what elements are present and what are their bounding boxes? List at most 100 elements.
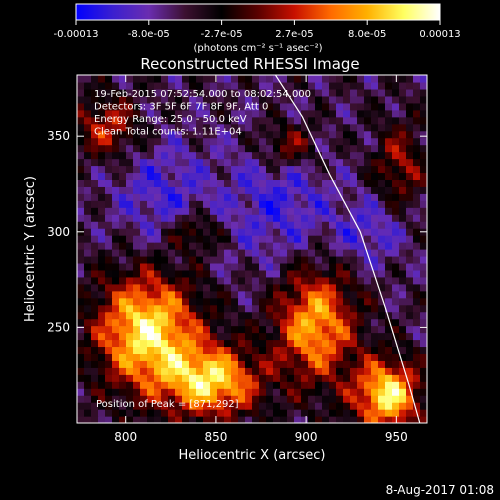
heatmap-cell <box>357 193 365 201</box>
heatmap-cell <box>112 290 120 299</box>
heatmap-cell <box>189 255 197 264</box>
heatmap-cell <box>140 172 148 180</box>
heatmap-cell <box>231 116 239 125</box>
heatmap-cell <box>119 395 127 403</box>
heatmap-cell <box>126 144 134 153</box>
heatmap-cell <box>336 416 344 423</box>
heatmap-cell <box>210 137 218 146</box>
heatmap-cell <box>203 193 211 201</box>
heatmap-cell <box>105 276 113 285</box>
heatmap-cell <box>147 388 155 396</box>
heatmap-cell <box>147 409 155 417</box>
heatmap-cell <box>196 339 204 348</box>
heatmap-cell <box>196 123 204 132</box>
heatmap-cell <box>364 179 372 187</box>
heatmap-cell <box>77 381 85 389</box>
heatmap-cell <box>98 88 106 97</box>
heatmap-cell <box>224 269 232 278</box>
heatmap-cell <box>343 242 351 250</box>
heatmap-cell <box>357 325 365 334</box>
heatmap-cell <box>245 249 253 257</box>
observation-info-line: Detectors: 3F 5F 6F 7F 8F 9F, Att 0 <box>94 102 268 113</box>
heatmap-cell <box>413 367 421 375</box>
heatmap-cell <box>385 325 393 334</box>
heatmap-cell <box>133 269 141 278</box>
heatmap-cell <box>420 255 427 264</box>
heatmap-cell <box>273 346 281 354</box>
heatmap-cell <box>147 242 155 250</box>
heatmap-cell <box>294 262 302 271</box>
heatmap-cell <box>315 158 323 167</box>
heatmap-cell <box>105 249 113 257</box>
heatmap-cell <box>147 158 155 167</box>
heatmap-cell <box>364 116 372 125</box>
heatmap-cell <box>280 95 288 104</box>
heatmap-cell <box>77 353 85 361</box>
heatmap-cell <box>336 388 344 396</box>
heatmap-cell <box>217 172 225 180</box>
heatmap-cell <box>112 249 120 257</box>
x-tick-label: 850 <box>204 430 227 444</box>
heatmap-cell <box>140 374 148 382</box>
heatmap-cell <box>273 276 281 285</box>
heatmap-cell <box>315 130 323 139</box>
heatmap-cell <box>119 249 127 257</box>
heatmap-cell <box>203 416 211 423</box>
heatmap-cell <box>315 228 323 236</box>
heatmap-cell <box>364 221 372 229</box>
heatmap-cell <box>336 123 344 132</box>
heatmap-cell <box>112 207 120 215</box>
heatmap-cell <box>154 207 162 215</box>
heatmap-cell <box>189 123 197 132</box>
heatmap-cell <box>224 395 232 403</box>
heatmap-cell <box>161 332 169 341</box>
heatmap-cell <box>231 297 239 306</box>
heatmap-cell <box>308 360 316 368</box>
heatmap-cell <box>126 235 134 243</box>
heatmap-cell <box>378 179 386 187</box>
heatmap-cell <box>350 109 358 118</box>
heatmap-cell <box>259 416 267 423</box>
heatmap-cell <box>413 130 421 139</box>
heatmap-cell <box>357 360 365 368</box>
heatmap-cell <box>203 311 211 320</box>
heatmap-cell <box>84 325 92 334</box>
heatmap-cell <box>126 81 134 90</box>
heatmap-cell <box>126 374 134 382</box>
heatmap-cell <box>273 228 281 236</box>
heatmap-cell <box>84 75 92 83</box>
heatmap-cell <box>385 255 393 264</box>
heatmap-cell <box>189 360 197 368</box>
heatmap-cell <box>266 249 274 257</box>
heatmap-cell <box>98 262 106 271</box>
heatmap-cell <box>91 130 99 139</box>
heatmap-cell <box>161 339 169 348</box>
heatmap-cell <box>280 214 288 222</box>
heatmap-cell <box>224 95 232 104</box>
heatmap-cell <box>175 381 183 389</box>
heatmap-cell <box>224 416 232 423</box>
heatmap-cell <box>224 172 232 180</box>
heatmap-cell <box>189 102 197 111</box>
heatmap-cell <box>119 381 127 389</box>
observation-info-line: Clean Total counts: 1.11E+04 <box>94 127 242 138</box>
heatmap-cell <box>259 172 267 180</box>
heatmap-cell <box>364 339 372 348</box>
heatmap-cell <box>119 116 127 125</box>
heatmap-cell <box>224 388 232 396</box>
heatmap-cell <box>399 186 407 194</box>
heatmap-cell <box>273 186 281 194</box>
heatmap-cell <box>252 130 260 139</box>
heatmap-cell <box>168 130 176 139</box>
heatmap-cell <box>357 109 365 118</box>
heatmap-cell <box>385 193 393 201</box>
heatmap-cell <box>91 95 99 104</box>
heatmap-cell <box>259 95 267 104</box>
heatmap-cell <box>168 116 176 125</box>
heatmap-cell <box>126 158 134 167</box>
heatmap-cell <box>259 102 267 111</box>
heatmap-cell <box>119 179 127 187</box>
heatmap-cell <box>210 144 218 153</box>
heatmap-cell <box>77 116 85 125</box>
heatmap-cell <box>385 304 393 313</box>
